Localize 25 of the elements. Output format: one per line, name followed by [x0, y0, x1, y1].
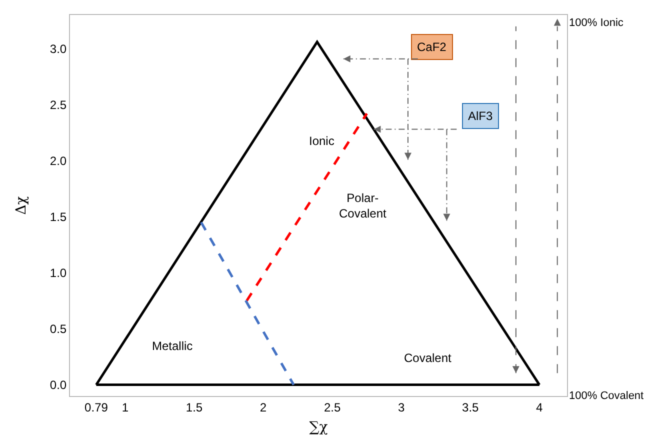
annotation: Ionic — [309, 134, 334, 148]
annotation: CaF2 — [417, 40, 447, 54]
x-tick-label: 3 — [398, 400, 405, 414]
text: 100% Covalent — [569, 390, 644, 402]
y-tick-label: 1.0 — [50, 266, 67, 280]
x-tick-label: 2 — [260, 400, 267, 414]
y-tick-label: 2.5 — [50, 98, 67, 112]
y-tick-label: 0.5 — [50, 322, 67, 336]
y-tick-label: 2.0 — [50, 154, 67, 168]
x-axis-title: ∑χ — [309, 420, 328, 436]
annotation: Metallic — [152, 339, 193, 353]
annotation: Covalent — [404, 351, 452, 365]
y-tick-label: 3.0 — [50, 42, 67, 56]
y-tick-label: 1.5 — [50, 210, 67, 224]
y-axis-title: Δχ — [14, 196, 30, 215]
annotation: AlF3 — [468, 109, 493, 123]
x-tick-label: 1 — [122, 400, 129, 414]
x-tick-label: 3.5 — [462, 400, 480, 414]
y-tick-label: 0.0 — [50, 378, 67, 392]
x-tick-label: 0.79 — [84, 400, 108, 414]
x-tick-label: 2.5 — [324, 400, 341, 414]
x-tick-label: 4 — [536, 400, 544, 414]
x-tick-label: 1.5 — [186, 400, 203, 414]
text: 100% Ionic — [569, 17, 624, 29]
annotation: Polar- Covalent — [339, 191, 388, 221]
